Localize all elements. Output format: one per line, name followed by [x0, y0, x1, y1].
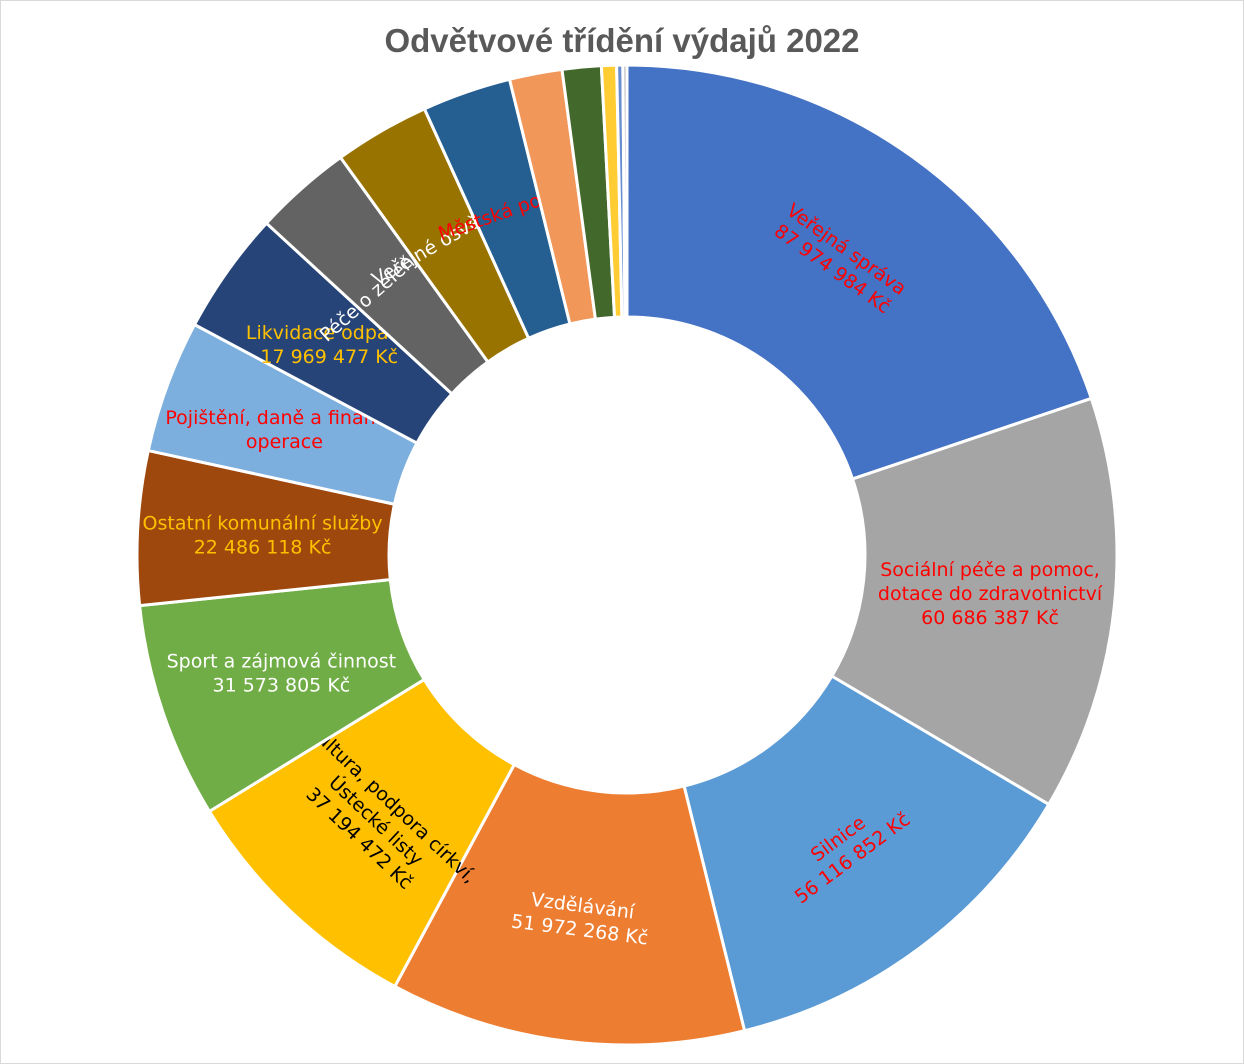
slice-label-1: Sociální péče a pomoc, dotace do zdravotn… — [878, 559, 1103, 629]
slice-label-5: Sport a zájmová činnost 31 573 805 Kč — [167, 650, 396, 696]
slice-16 — [621, 63, 629, 319]
slice-label-7: Pojištění, daně a finanční operace — [165, 407, 404, 453]
slice-1 — [829, 396, 1119, 807]
chart-title: Odvětvové třídění výdajů 2022 — [384, 22, 860, 59]
slice-label-8: Likvidace odpadů 17 969 477 Kč — [246, 322, 413, 368]
slice-2 — [682, 674, 1051, 1033]
slice-3 — [392, 762, 747, 1047]
slice-label-6: Ostatní komunální služby 22 486 118 Kč — [143, 513, 383, 559]
slice-0 — [625, 63, 1094, 481]
